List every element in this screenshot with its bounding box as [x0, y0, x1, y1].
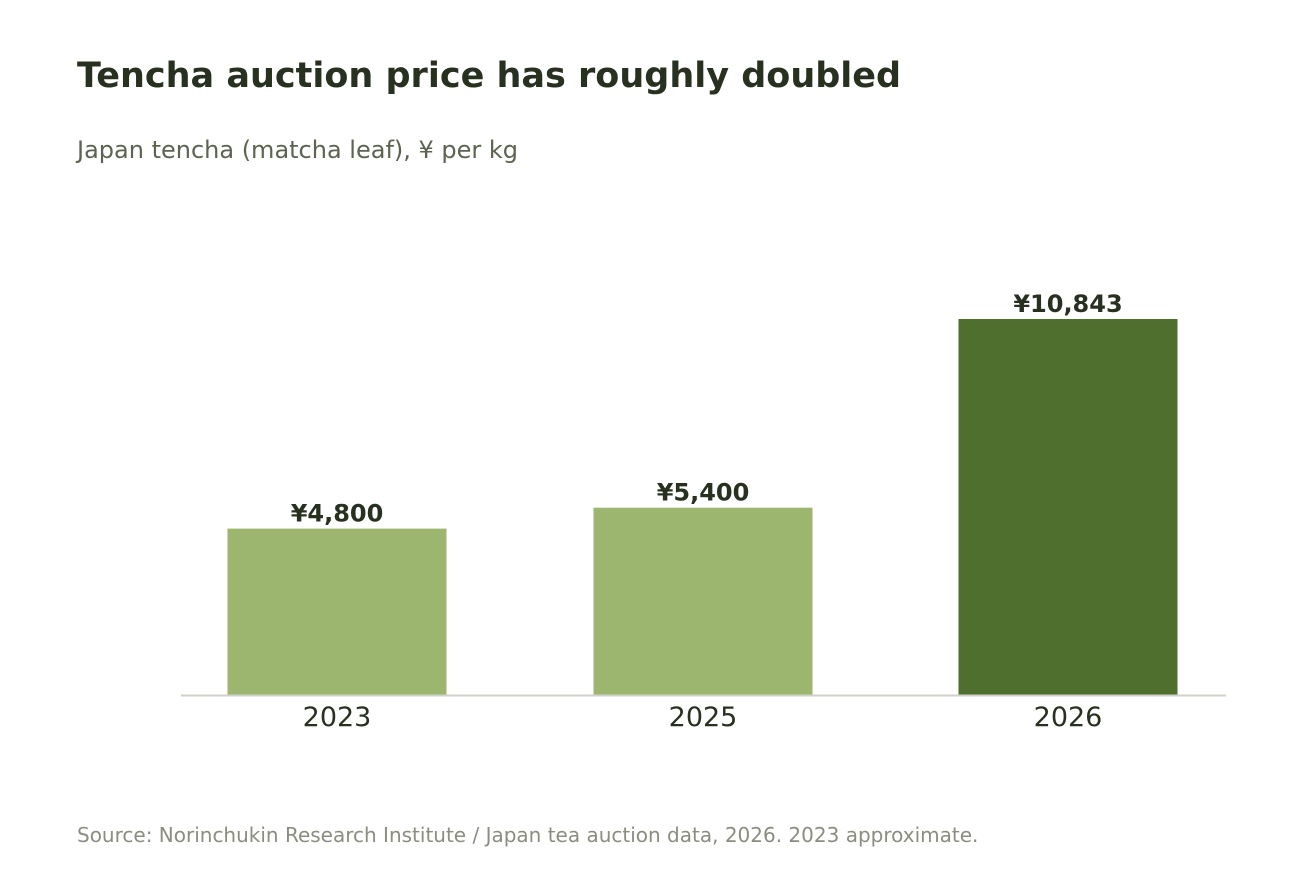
x-tick-label-2025: 2025 [669, 702, 738, 733]
source-note: Source: Norinchukin Research Institute /… [77, 823, 979, 847]
value-label-2025: ¥5,400 [657, 479, 750, 507]
value-label-2026: ¥10,843 [1013, 290, 1122, 318]
bar-2025 [593, 507, 813, 695]
value-label-2023: ¥4,800 [291, 500, 384, 528]
x-tick-label-2026: 2026 [1034, 702, 1103, 733]
chart-title: Tencha auction price has roughly doubled [77, 56, 902, 96]
x-tick-label-2023: 2023 [303, 702, 372, 733]
bar-2023 [227, 528, 447, 695]
bar-2026 [958, 319, 1178, 695]
chart-subtitle: Japan tencha (matcha leaf), ¥ per kg [77, 136, 519, 164]
bars-group [227, 319, 1178, 695]
labels-group: ¥4,800 2023 ¥5,400 2025 ¥10,843 2026 [291, 290, 1123, 733]
